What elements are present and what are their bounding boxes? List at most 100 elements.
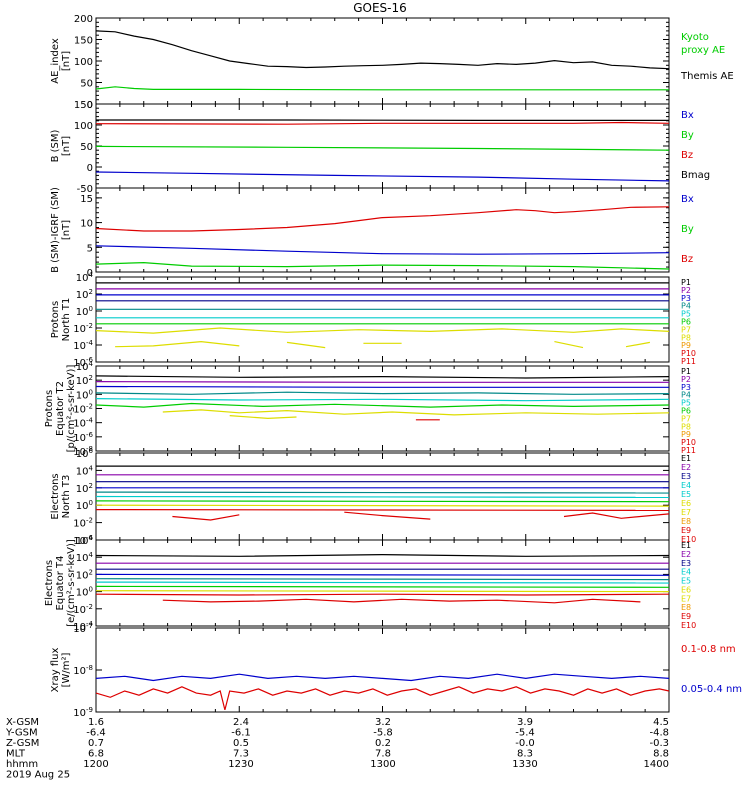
series-line-gold xyxy=(286,341,326,349)
legend-entry: E1 xyxy=(681,541,691,550)
series-group xyxy=(95,673,670,711)
series-line-red xyxy=(95,121,670,125)
series-group xyxy=(95,206,670,270)
series-line-gold xyxy=(95,590,670,593)
y-tick-label: 10-6 xyxy=(73,356,93,369)
series-group xyxy=(95,282,670,349)
series-line-gold xyxy=(162,409,670,416)
series-line-blue xyxy=(95,171,670,182)
series-line-gold xyxy=(115,340,240,348)
ephemeris-value: 1330 xyxy=(512,759,537,770)
legend-entry: By xyxy=(681,130,694,141)
ephemeris-label: X-GSM xyxy=(6,717,39,728)
legend-entry: E3 xyxy=(681,559,691,568)
y-axis-label: B (SM)-IGRF (SM)[nT] xyxy=(50,187,72,273)
legend-entry: P2 xyxy=(681,375,691,384)
y-tick-label: 100 xyxy=(76,388,93,401)
series-line-green xyxy=(95,500,670,503)
legend-entry: P11 xyxy=(681,446,696,455)
ephemeris-value: -6.1 xyxy=(231,728,251,739)
y-tick-label: 10-8 xyxy=(73,664,93,677)
legend-entry: E8 xyxy=(681,517,691,526)
legend-entry: E4 xyxy=(681,568,691,577)
y-tick-label: 5 xyxy=(87,243,93,254)
legend-entry: E6 xyxy=(681,499,691,508)
legend-entry: E9 xyxy=(681,612,691,621)
series-line-gold xyxy=(554,341,584,349)
legend: 0.1-0.8 nm 0.05-0.4 nm xyxy=(681,644,742,695)
series-line-red xyxy=(563,512,670,519)
panel-frame xyxy=(95,365,670,452)
y-tick-label: 10-7 xyxy=(73,622,93,635)
legend-entry: E5 xyxy=(681,577,691,586)
y-tick-label: 100 xyxy=(74,121,93,132)
series-line-blue xyxy=(95,245,670,255)
series-line-blue xyxy=(95,385,669,388)
legend-entry: P4 xyxy=(681,391,691,400)
panel-bigrf: 0 5 10 15 B (SM)-IGRF (SM)[nT] Bx By Bz xyxy=(50,187,694,279)
y-tick-label: 200 xyxy=(74,14,93,25)
legend-entry: P4 xyxy=(681,302,691,311)
legend-entry: Bz xyxy=(681,254,693,265)
legend-entry: P2 xyxy=(681,286,691,295)
series-line-black xyxy=(95,375,670,379)
y-axis-label: B (SM)[nT] xyxy=(50,129,72,162)
y-tick-label: 102 xyxy=(76,568,93,581)
ephemeris-value: -6.4 xyxy=(86,728,106,739)
y-tick-label: 10-2 xyxy=(73,603,93,616)
legend-entry: By xyxy=(681,224,694,235)
y-tick-label: 10-8 xyxy=(73,445,93,458)
series-line-cyan xyxy=(95,495,670,498)
y-tick-label: 102 xyxy=(76,288,93,301)
y-tick-label: 10-2 xyxy=(73,403,93,416)
legend-entry: P10 xyxy=(681,349,696,358)
series-line-teal xyxy=(95,578,670,581)
legend-entry: Bz xyxy=(681,150,693,161)
figure-title: GOES-16 xyxy=(353,1,407,15)
panel-pequator: 10-810-610-410-2 100102104ProtonsEquator … xyxy=(44,360,696,458)
ephemeris-value: 1230 xyxy=(228,759,253,770)
series-line-red xyxy=(344,511,431,520)
ephemeris-value: 1.6 xyxy=(88,717,104,728)
legend-entry: P6 xyxy=(681,407,691,416)
y-tick-label: 10-9 xyxy=(73,706,93,719)
y-tick-label: 10-4 xyxy=(73,534,93,547)
y-tick-label: 10-2 xyxy=(73,322,93,335)
series-line-cyan xyxy=(95,398,670,402)
series-line-blue xyxy=(95,573,670,576)
ephemeris-value: 3.2 xyxy=(375,717,391,728)
y-tick-label: 102 xyxy=(76,374,93,387)
panel-frame xyxy=(95,276,670,363)
legend-entry: E10 xyxy=(681,621,696,630)
series-line-gold xyxy=(95,504,670,507)
ephemeris-value: 0.7 xyxy=(88,738,104,749)
y-tick-label: 10-4 xyxy=(73,620,93,633)
ephemeris-value: -5.4 xyxy=(515,728,535,739)
ephemeris-value: 7.8 xyxy=(375,749,391,760)
legend-entry: P8 xyxy=(681,333,691,342)
ephemeris-value: -0.0 xyxy=(515,738,535,749)
legend-entry: E2 xyxy=(681,463,691,472)
legend-entry: E10 xyxy=(681,535,696,544)
ephemeris-value: -0.3 xyxy=(649,738,669,749)
y-tick-label: 0 xyxy=(87,268,93,279)
ephemeris-value: 6.8 xyxy=(88,749,104,760)
y-tick-label: 106 xyxy=(76,534,94,547)
series-line-green xyxy=(95,86,669,91)
y-axis-label: ProtonsNorth T1 xyxy=(50,298,72,342)
series-line-red xyxy=(95,509,670,511)
ephemeris-label: Y-GSM xyxy=(5,728,38,739)
series-group xyxy=(95,375,670,421)
y-tick-label: 50 xyxy=(80,79,93,90)
legend: Bx By Bz Bmag xyxy=(681,110,710,181)
legend-entry: E3 xyxy=(681,472,691,481)
ephemeris-value: 1200 xyxy=(83,759,108,770)
legend-entry: P5 xyxy=(681,310,691,319)
ephemeris-value: 3.9 xyxy=(517,717,533,728)
series-line-black xyxy=(95,30,670,70)
y-tick-label: 10-2 xyxy=(73,517,93,530)
ephemeris-value: -4.8 xyxy=(649,728,669,739)
ephemeris-value: 7.3 xyxy=(233,749,249,760)
legend-entry: P5 xyxy=(681,399,691,408)
